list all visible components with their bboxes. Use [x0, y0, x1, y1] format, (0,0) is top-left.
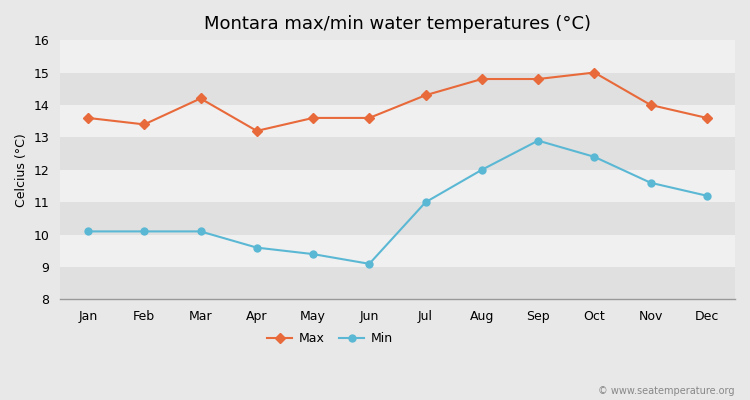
Min	[590, 154, 598, 159]
Min	[140, 229, 148, 234]
Max	[590, 70, 598, 75]
Legend: Max, Min: Max, Min	[262, 327, 398, 350]
Max	[140, 122, 148, 127]
Max	[477, 77, 486, 82]
Min	[646, 180, 655, 185]
Max	[702, 116, 711, 120]
Min	[702, 193, 711, 198]
Min	[83, 229, 92, 234]
Max	[196, 96, 205, 101]
Bar	[60, 235, 735, 267]
Max	[364, 116, 374, 120]
Min	[421, 200, 430, 205]
Min	[364, 262, 374, 266]
Max	[83, 116, 92, 120]
Max	[421, 93, 430, 98]
Title: Montara max/min water temperatures (°C): Montara max/min water temperatures (°C)	[204, 15, 591, 33]
Bar	[60, 267, 735, 300]
Line: Min: Min	[84, 136, 711, 268]
Bar	[60, 137, 735, 170]
Min	[477, 168, 486, 172]
Min	[196, 229, 205, 234]
Bar	[60, 40, 735, 72]
Max	[533, 77, 542, 82]
Max	[308, 116, 317, 120]
Min	[308, 252, 317, 256]
Line: Max: Max	[85, 69, 710, 134]
Bar	[60, 72, 735, 105]
Min	[252, 245, 261, 250]
Bar	[60, 105, 735, 137]
Max	[646, 102, 655, 107]
Bar	[60, 202, 735, 235]
Text: © www.seatemperature.org: © www.seatemperature.org	[598, 386, 735, 396]
Max	[252, 128, 261, 133]
Min	[533, 138, 542, 143]
Y-axis label: Celcius (°C): Celcius (°C)	[15, 133, 28, 207]
Bar	[60, 170, 735, 202]
